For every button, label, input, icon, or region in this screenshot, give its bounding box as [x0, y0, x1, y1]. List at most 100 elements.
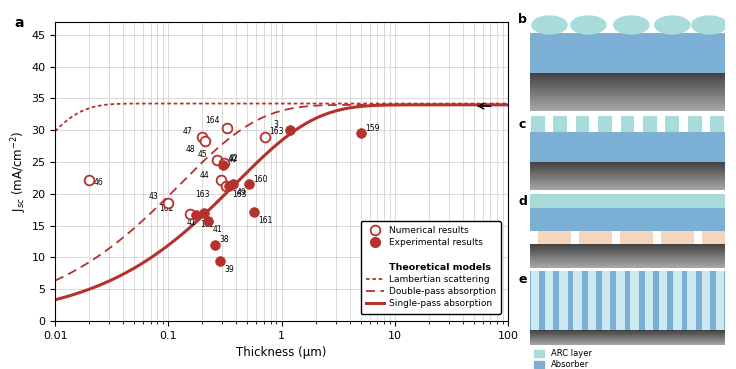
Bar: [616, 271, 625, 330]
Bar: [530, 244, 725, 245]
Bar: [530, 332, 725, 333]
Bar: [531, 271, 539, 330]
Bar: [530, 336, 725, 337]
Y-axis label: J$_{sc}$ (mA/cm$^{-2}$): J$_{sc}$ (mA/cm$^{-2}$): [9, 131, 29, 212]
Bar: [530, 263, 725, 264]
Bar: [530, 258, 725, 259]
Bar: [530, 335, 725, 336]
Bar: [530, 248, 725, 249]
Bar: [665, 116, 679, 132]
Bar: [530, 81, 725, 82]
Bar: [710, 116, 724, 132]
Bar: [530, 343, 725, 344]
Bar: [530, 253, 725, 254]
Legend: Numerical results, Experimental results,  , Theoretical models, Lambertian scatt: Numerical results, Experimental results,…: [361, 221, 501, 314]
Bar: [531, 116, 545, 132]
Text: 43: 43: [149, 192, 159, 201]
Bar: [530, 170, 725, 171]
Bar: [530, 76, 725, 77]
Bar: [530, 108, 725, 109]
Bar: [573, 271, 582, 330]
Text: 40: 40: [227, 155, 237, 165]
Bar: [530, 256, 725, 257]
Bar: [530, 177, 725, 178]
Bar: [530, 102, 725, 103]
Bar: [530, 252, 725, 253]
Bar: [530, 251, 725, 252]
Bar: [530, 73, 725, 74]
Circle shape: [655, 16, 690, 34]
Bar: [530, 265, 725, 266]
Bar: [530, 77, 725, 79]
Bar: [530, 80, 725, 81]
Bar: [530, 103, 725, 104]
Bar: [688, 116, 701, 132]
Bar: [530, 109, 725, 110]
Text: 161: 161: [258, 216, 272, 225]
Bar: [530, 180, 725, 181]
Bar: [559, 271, 567, 330]
Text: 39: 39: [224, 265, 234, 274]
Bar: [530, 167, 725, 168]
Text: d: d: [518, 195, 527, 208]
Bar: [530, 75, 725, 76]
Bar: [578, 231, 612, 244]
Bar: [530, 250, 725, 251]
Bar: [530, 83, 725, 84]
Bar: [530, 208, 725, 231]
Bar: [530, 106, 725, 107]
Bar: [598, 116, 612, 132]
Bar: [643, 116, 657, 132]
Bar: [530, 267, 725, 268]
Bar: [530, 194, 725, 208]
Bar: [545, 271, 553, 330]
Bar: [645, 271, 653, 330]
Bar: [530, 181, 725, 182]
Bar: [530, 333, 725, 334]
Bar: [530, 174, 725, 175]
Bar: [687, 271, 696, 330]
Text: 41: 41: [187, 218, 197, 227]
Bar: [530, 93, 725, 94]
Circle shape: [692, 16, 727, 34]
Text: 44: 44: [200, 171, 210, 180]
Legend: ARC layer, Absorber, Spacer/buffer layer, Back reflector: ARC layer, Absorber, Spacer/buffer layer…: [534, 349, 632, 369]
Bar: [530, 92, 725, 93]
Text: 41: 41: [213, 225, 222, 234]
Bar: [530, 249, 725, 250]
Text: c: c: [518, 118, 526, 131]
Bar: [530, 110, 725, 111]
Bar: [701, 271, 710, 330]
Bar: [530, 74, 725, 75]
Text: b: b: [518, 13, 527, 26]
Bar: [673, 271, 682, 330]
Bar: [530, 260, 725, 261]
Bar: [530, 182, 725, 183]
Bar: [530, 338, 725, 339]
Bar: [530, 266, 725, 267]
Bar: [530, 162, 725, 163]
Bar: [530, 262, 725, 263]
Bar: [530, 86, 725, 87]
Bar: [530, 254, 725, 255]
Bar: [538, 231, 571, 244]
Bar: [530, 84, 725, 85]
Bar: [620, 116, 634, 132]
Bar: [530, 176, 725, 177]
Text: 162: 162: [200, 220, 214, 228]
Text: 163: 163: [269, 127, 284, 136]
Text: 49: 49: [237, 188, 247, 197]
Text: 48: 48: [185, 145, 195, 154]
Bar: [530, 245, 725, 246]
Bar: [530, 168, 725, 169]
Bar: [530, 165, 725, 166]
Text: 47: 47: [183, 127, 193, 137]
Bar: [659, 271, 668, 330]
Bar: [530, 178, 725, 179]
Text: 163: 163: [233, 190, 247, 199]
Bar: [620, 231, 653, 244]
Bar: [530, 171, 725, 172]
Text: 164: 164: [205, 116, 219, 125]
X-axis label: Thickness (μm): Thickness (μm): [236, 346, 327, 359]
Bar: [530, 330, 725, 331]
